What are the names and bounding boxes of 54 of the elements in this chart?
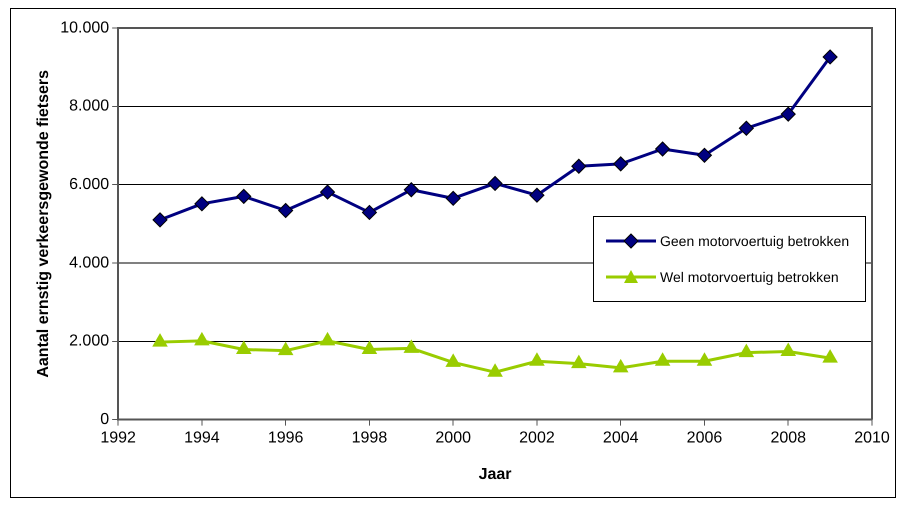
- y-tick-label: 4.000: [69, 254, 110, 272]
- point: [655, 142, 670, 157]
- x-tick-label: 2010: [854, 430, 890, 447]
- point: [571, 355, 586, 368]
- point: [696, 148, 712, 163]
- point: [320, 184, 336, 200]
- point: [530, 352, 544, 366]
- y-tick-label: 0: [100, 411, 110, 428]
- x-tick-label: 1996: [268, 430, 304, 447]
- x-tick-label: 2002: [519, 430, 555, 447]
- point: [697, 352, 712, 366]
- point: [738, 344, 754, 358]
- point: [446, 354, 461, 367]
- y-tick-label: 6.000: [69, 176, 110, 194]
- y-tick-label: 2.000: [69, 332, 110, 350]
- point: [655, 352, 670, 366]
- point: [278, 202, 294, 218]
- point: [194, 196, 210, 212]
- point: [404, 182, 419, 198]
- point: [152, 212, 168, 228]
- point: [362, 204, 377, 220]
- point: [488, 364, 502, 377]
- x-tick-label: 1994: [184, 430, 220, 447]
- point: [194, 332, 210, 346]
- legend-label: Wel motorvoertuig betrokken: [660, 268, 839, 285]
- x-tick-label: 2006: [686, 430, 722, 447]
- x-tick-label: 1992: [100, 430, 136, 447]
- point: [320, 332, 335, 346]
- point: [822, 350, 838, 363]
- point: [152, 334, 168, 347]
- point: [488, 176, 503, 191]
- point: [738, 120, 754, 136]
- x-tick-label: 1998: [352, 430, 388, 447]
- point: [446, 190, 461, 206]
- point: [404, 340, 419, 353]
- point: [780, 106, 796, 122]
- point: [236, 341, 252, 354]
- point: [822, 49, 838, 64]
- point: [529, 188, 544, 203]
- point: [780, 342, 796, 356]
- point: [571, 158, 586, 174]
- x-axis-title: Jaar: [478, 466, 512, 483]
- point: [613, 156, 628, 172]
- x-tick-label: 2004: [602, 430, 639, 447]
- y-axis-title: Aantal ernstig verkeersgewonde fietsers: [35, 70, 52, 378]
- point: [236, 188, 252, 204]
- y-tick-label: 10.000: [60, 19, 110, 36]
- point: [362, 341, 377, 354]
- legend-label: Geen motorvoertuig betrokken: [660, 232, 850, 249]
- y-tick-label: 8.000: [69, 98, 110, 115]
- x-tick-label: 2008: [770, 430, 806, 447]
- point: [613, 359, 628, 372]
- point: [278, 342, 294, 356]
- x-tick-label: 2000: [435, 430, 472, 447]
